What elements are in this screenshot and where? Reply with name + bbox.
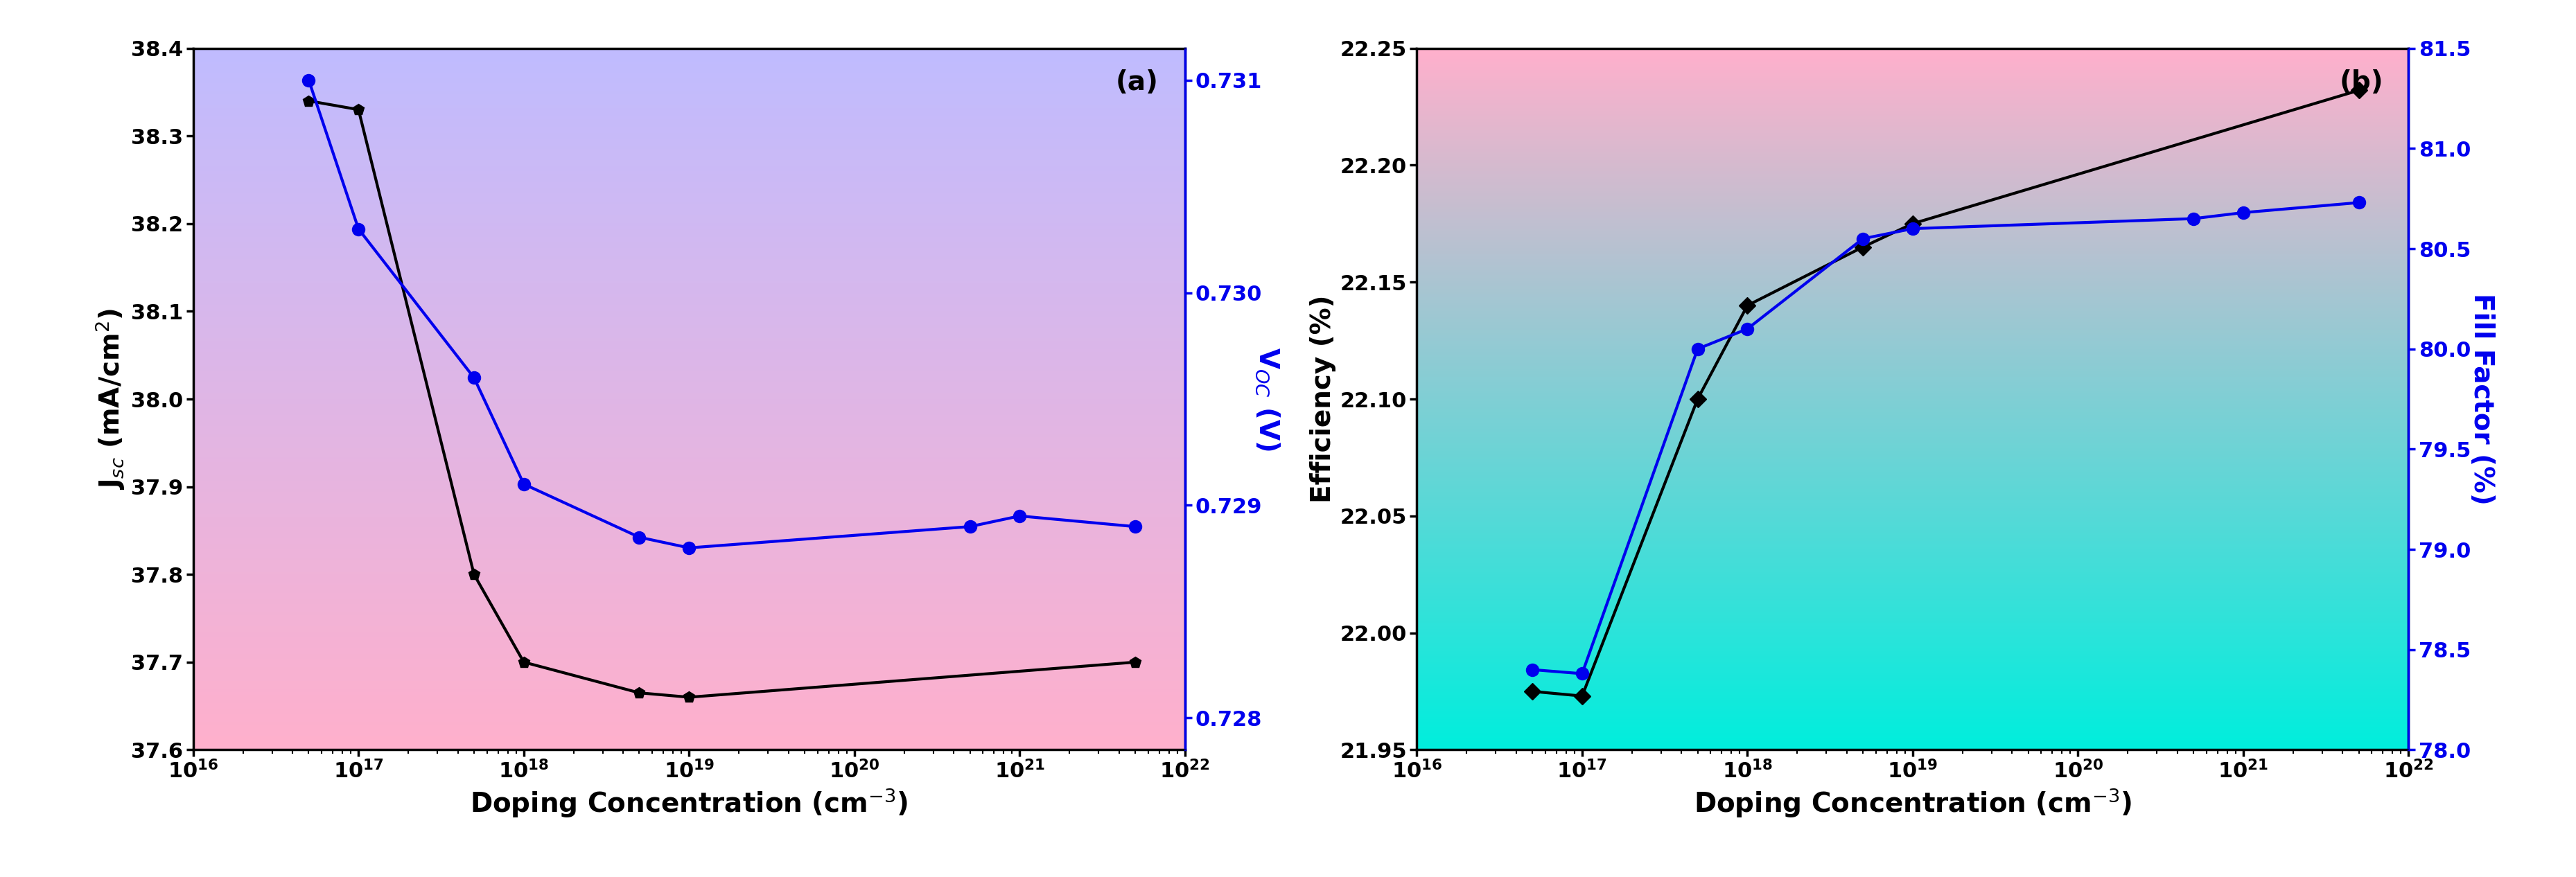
X-axis label: Doping Concentration (cm$^{-3}$): Doping Concentration (cm$^{-3}$) — [469, 787, 909, 819]
Y-axis label: Fill Factor (%): Fill Factor (%) — [2468, 293, 2496, 505]
Y-axis label: V$_{OC}$ (V): V$_{OC}$ (V) — [1255, 347, 1280, 451]
Text: (a): (a) — [1115, 69, 1159, 96]
Y-axis label: Efficiency (%): Efficiency (%) — [1309, 295, 1337, 503]
Text: (b): (b) — [2339, 69, 2383, 96]
X-axis label: Doping Concentration (cm$^{-3}$): Doping Concentration (cm$^{-3}$) — [1692, 787, 2133, 819]
Y-axis label: J$_{sc}$ (mA/cm$^{2}$): J$_{sc}$ (mA/cm$^{2}$) — [95, 309, 126, 489]
